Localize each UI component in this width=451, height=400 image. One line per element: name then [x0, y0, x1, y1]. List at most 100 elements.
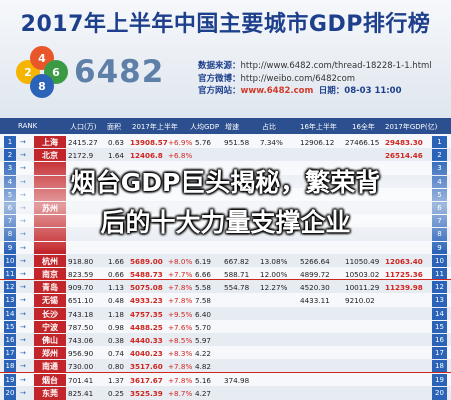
cell-area: 1.18	[108, 309, 125, 319]
cell-y16: 9210.02	[345, 296, 375, 306]
col-header: 占比	[262, 123, 276, 131]
arrow-right-icon: →	[20, 362, 26, 371]
cell-per: 7.58	[195, 296, 212, 306]
cell-g16: 4520.30	[300, 283, 330, 293]
cell-pop: 2172.9	[68, 151, 94, 161]
cell-area: 0.48	[108, 296, 125, 306]
table-row: 12 → 青岛 909.70 1.13 5075.08 +7.8% 5.58 554.78 12.…	[0, 279, 451, 297]
rank-badge: 15	[4, 320, 16, 334]
cell-area: 1.37	[108, 375, 125, 385]
cell-area: 1.64	[108, 151, 125, 161]
arrow-right-icon: →	[20, 296, 26, 305]
arrow-right-icon: →	[20, 309, 26, 318]
cell-per: 6.19	[195, 256, 212, 266]
city-name: 长沙	[34, 307, 66, 321]
cell-per: 6.40	[195, 309, 212, 319]
rank-badge: 16	[4, 334, 16, 347]
table-row: 11 → 南京 823.59 0.66 5488.73 +7.7% 6.66 588.71 12.…	[0, 267, 451, 283]
rank-badge-right: 14	[432, 307, 447, 321]
headline-line-2: 后的十大力量支撑企业	[100, 208, 351, 237]
table-row: 19 → 烟台 701.41 1.37 3617.67 +7.8% 5.16 374.98 19	[0, 371, 451, 390]
cell-est: 11725.36	[385, 270, 423, 279]
rank-badge-right: 1	[432, 136, 447, 149]
cell-area: 0.66	[108, 270, 125, 279]
rank-badge-right: 17	[432, 347, 447, 361]
rank-badge-right: 16	[432, 334, 447, 347]
city-name: 南通	[34, 360, 66, 374]
arrow-right-icon: →	[20, 151, 26, 160]
col-header: 16年上半年	[300, 123, 337, 131]
cell-gdp: 5488.73	[130, 270, 163, 279]
col-header: 面积	[107, 123, 121, 131]
cell-pop: 743.06	[68, 336, 94, 345]
cell-per: 5.16	[195, 375, 212, 385]
source-line: 数据来源：http://www.6482.com/thread-18228-1-…	[198, 60, 448, 73]
cell-area: 0.38	[108, 336, 125, 345]
cell-y16: 27466.15	[345, 138, 380, 147]
cell-y16: 10011.29	[345, 283, 380, 293]
cell-y16: 11050.49	[345, 256, 380, 266]
cell-gdp: 4933.23	[130, 296, 163, 306]
arrow-right-icon: →	[20, 336, 26, 344]
city-name: 南京	[34, 268, 66, 281]
cell-est: 26514.46	[385, 151, 423, 161]
table-row: 16 → 佛山 743.06 0.38 4440.33 +8.5% 5.97 16	[0, 333, 451, 349]
cell-pop: 956.90	[68, 349, 94, 359]
cell-g16: 4899.72	[300, 270, 330, 279]
cell-growth: +7.8%	[168, 362, 193, 372]
city-name: 上海	[34, 136, 66, 149]
cell-area: 0.74	[108, 349, 125, 359]
cell-area: 0.98	[108, 322, 125, 332]
cell-g16: 12906.12	[300, 138, 335, 147]
cell-gdp: 4440.33	[130, 336, 163, 345]
arrow-right-icon: →	[20, 375, 26, 384]
cell-gdp: 3617.67	[130, 375, 163, 385]
cell-v1: 951.58	[224, 138, 250, 147]
table-row: 10 → 杭州 918.80 1.66 5689.00 +8.0% 6.19 667.82 13.…	[0, 253, 451, 270]
table-row: 18 → 南通 730.00 0.80 3517.60 +7.8% 4.82 18	[0, 359, 451, 375]
rank-badge-right: 18	[432, 360, 447, 374]
table-header: RANK 人口(万) 面积 2017年上半年 人均GDP 增速 占比 16年上半…	[0, 118, 451, 134]
cell-gdp: 13908.57	[130, 138, 168, 147]
rank-badge-right: 2	[432, 149, 447, 163]
cell-per: 4.22	[195, 349, 212, 359]
city-name: 佛山	[34, 334, 66, 347]
cell-per: 5.97	[195, 336, 212, 345]
cell-growth: +8.7%	[168, 388, 193, 398]
rank-badge: 18	[4, 360, 16, 374]
source-value: http://www.6482.com/thread-18228-1-1.htm…	[240, 61, 432, 71]
rank-badge-right: 13	[432, 294, 447, 308]
cell-growth: +7.8%	[168, 283, 193, 293]
cell-est: 11239.98	[385, 283, 423, 293]
cell-pop: 909.70	[68, 283, 94, 293]
rank-badge: 12	[4, 281, 16, 295]
cell-gdp: 5075.08	[130, 283, 163, 293]
headline-backdrop	[0, 160, 451, 250]
table-row: 1 → 上海 2415.27 0.63 13908.57 +6.9% 5.76 951.58 7.…	[0, 135, 451, 151]
rank-badge: 14	[4, 307, 16, 321]
cell-area: 0.80	[108, 362, 125, 372]
website-line: 官方网站：www.6482.com 日期：08-03 11:00	[198, 85, 448, 98]
rank-badge-right: 12	[432, 281, 447, 295]
cell-gdp: 3517.60	[130, 362, 163, 372]
cell-v1: 374.98	[224, 375, 250, 385]
rank-badge: 11	[4, 268, 16, 281]
poster-title: 2017年上半年中国主要城市GDP排行榜	[20, 12, 431, 37]
cell-y16: 10503.02	[345, 270, 380, 279]
logo-digit: 6	[44, 60, 68, 84]
cell-gdp: 4040.23	[130, 349, 163, 359]
cell-v1: 667.82	[224, 256, 250, 266]
cell-growth: +8.0%	[168, 256, 193, 266]
arrow-right-icon: →	[20, 388, 26, 397]
source-label: 数据来源：	[198, 61, 241, 71]
website-value: www.6482.com	[240, 86, 314, 96]
cell-area: 0.25	[108, 388, 125, 398]
cell-growth: +7.6%	[168, 322, 193, 332]
arrow-right-icon: →	[20, 283, 26, 292]
source-info: 数据来源：http://www.6482.com/thread-18228-1-…	[198, 60, 448, 98]
date-value: 日期：08-03 11:00	[318, 86, 402, 96]
city-name: 青岛	[34, 281, 66, 295]
cell-growth: +7.7%	[168, 270, 193, 279]
cell-area: 1.66	[108, 256, 125, 266]
